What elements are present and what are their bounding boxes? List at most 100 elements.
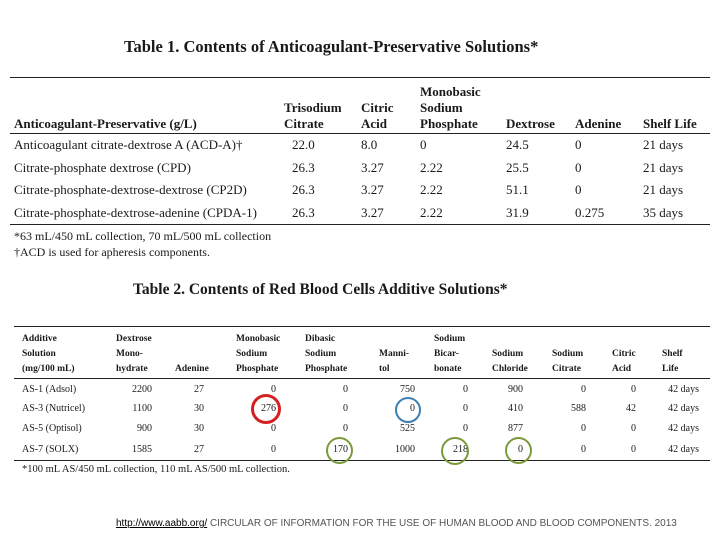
t2-header-shelf-2: Life [662,364,679,374]
table2-title: Table 2. Contents of Red Blood Cells Add… [133,281,508,298]
highlight-circle-green [441,437,469,465]
t2-cell-name: AS-3 (Nutricel) [22,403,86,414]
source-footer: http://www.aabb.org/ CIRCULAR OF INFORMA… [116,518,677,529]
t1-cell-citric: 3.27 [361,205,384,220]
t2-cell-citrate: 0 [581,423,586,434]
t1-header-solution: Anticoagulant-Preservative (g/L) [14,116,197,131]
t1-header-monobasic-3: Phosphate [420,116,478,131]
t1-cell-shelf: 21 days [643,182,684,197]
table1-bottom-rule [10,224,710,225]
t2-cell-adenine: 27 [194,384,204,395]
t1-header-shelf-life: Shelf Life [643,116,697,131]
t2-header-monobasic-3: Phosphate [236,364,279,374]
t2-cell-dibasic: 0 [343,403,348,414]
t2-header-chloride-2: Chloride [492,364,528,374]
t1-cell-monobasic: 2.22 [420,205,443,220]
t2-cell-shelf: 42 days [668,444,699,455]
t2-cell-name: AS-7 (SOLX) [22,444,79,455]
t2-header-dibasic-2: Sodium [305,349,337,359]
t2-cell-citrate: 0 [581,384,586,395]
t2-header-citric-1: Citric [612,349,636,359]
t1-cell-dextrose: 31.9 [506,205,529,220]
t1-cell-dextrose: 25.5 [506,160,529,175]
source-link[interactable]: http://www.aabb.org/ [116,518,208,529]
t2-cell-dextrose: 2200 [132,384,152,395]
highlight-circle-green [505,437,532,464]
t2-cell-citric: 0 [631,423,636,434]
t1-cell-trisodium: 22.0 [292,137,315,152]
t1-header-adenine: Adenine [575,116,622,131]
table2-bottom-rule [14,460,710,461]
highlight-circle-blue [395,397,421,423]
t1-cell-shelf: 21 days [643,137,684,152]
t1-cell-monobasic: 2.22 [420,182,443,197]
t2-header-dextrose-1: Dextrose [116,334,152,344]
t2-header-dibasic-1: Dibasic [305,334,336,344]
t1-header-dextrose: Dextrose [506,116,555,131]
t2-cell-adenine: 30 [194,423,204,434]
t1-cell-shelf: 35 days [643,205,684,220]
t2-cell-dextrose: 1100 [132,403,152,414]
t1-cell-name: Citrate-phosphate dextrose (CPD) [14,160,191,175]
t1-cell-monobasic: 0 [420,137,427,152]
t2-header-monobasic-2: Sodium [236,349,268,359]
t1-cell-trisodium: 26.3 [292,160,315,175]
t2-header-bicarb-1: Sodium [434,334,466,344]
t2-header-citric-2: Acid [612,364,631,374]
t2-header-citrate-1: Sodium [552,349,584,359]
t2-cell-dibasic: 0 [343,384,348,395]
t1-cell-dextrose: 24.5 [506,137,529,152]
t1-header-monobasic-2: Sodium [420,100,463,115]
t1-cell-name: Citrate-phosphate-dextrose-adenine (CPDA… [14,205,257,220]
table2-header-rule [14,378,710,379]
t2-header-solution-1: Additive [22,334,57,344]
t2-cell-dibasic: 0 [343,423,348,434]
highlight-circle-red [251,394,281,424]
t2-header-monobasic-1: Monobasic [236,334,281,344]
t2-cell-adenine: 27 [194,444,204,455]
table1-top-rule [10,77,710,78]
t2-cell-mannitol: 750 [400,384,415,395]
source-citation: CIRCULAR OF INFORMATION FOR THE USE OF H… [207,518,677,529]
t2-header-dextrose-3: hydrate [116,364,148,374]
t1-cell-adenine: 0.275 [575,205,605,220]
t2-header-chloride-1: Sodium [492,349,524,359]
t2-cell-chloride: 877 [508,423,523,434]
t2-header-solution-3: (mg/100 mL) [22,364,75,374]
t1-cell-name: Citrate-phosphate-dextrose-dextrose (CP2… [14,182,247,197]
t1-header-trisodium-1: Trisodium [284,100,342,115]
t1-note-collection: *63 mL/450 mL collection, 70 mL/500 mL c… [14,229,272,243]
table2-top-rule [14,326,710,327]
t1-cell-citric: 3.27 [361,182,384,197]
t2-cell-monobasic: 0 [271,384,276,395]
t2-header-mannitol-1: Manni- [379,349,410,359]
t2-cell-citric: 0 [631,384,636,395]
t1-header-monobasic-1: Monobasic [420,84,481,99]
t1-cell-name: Anticoagulant citrate-dextrose A (ACD-A)… [14,137,243,152]
t2-cell-citrate: 588 [571,403,586,414]
t2-header-mannitol-2: tol [379,364,390,374]
t2-header-dextrose-2: Mono- [116,349,143,359]
t1-note-acd: †ACD is used for apheresis components. [14,245,210,259]
table1-title: Table 1. Contents of Anticoagulant-Prese… [124,37,539,56]
t2-cell-citric: 0 [631,444,636,455]
t2-cell-name: AS-1 (Adsol) [22,384,77,395]
t2-cell-mannitol: 1000 [395,444,415,455]
t1-cell-adenine: 0 [575,137,582,152]
table1-header-rule [10,133,710,134]
t1-cell-shelf: 21 days [643,160,684,175]
t1-header-citric-1: Citric [361,100,394,115]
t2-cell-chloride: 410 [508,403,523,414]
t2-header-dibasic-3: Phosphate [305,364,348,374]
t1-cell-dextrose: 51.1 [506,182,529,197]
highlight-circle-green [326,437,353,464]
t2-cell-citric: 42 [626,403,636,414]
t1-cell-citric: 8.0 [361,137,378,152]
t2-cell-monobasic: 0 [271,423,276,434]
t2-cell-dextrose: 1585 [132,444,152,455]
t2-cell-shelf: 42 days [668,384,699,395]
t1-header-trisodium-2: Citrate [284,116,324,131]
t2-cell-name: AS-5 (Optisol) [22,423,82,434]
t1-cell-adenine: 0 [575,182,582,197]
t1-header-citric-2: Acid [361,116,387,131]
